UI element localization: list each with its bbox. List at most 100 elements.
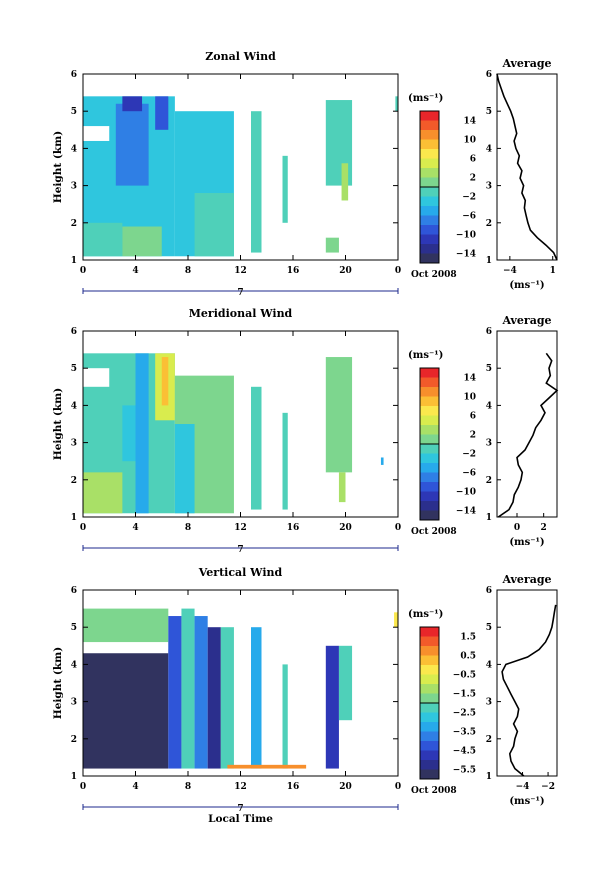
- colorbar-tick-label: −1.5: [453, 690, 476, 700]
- heatmap-cell: [338, 645, 353, 721]
- y-tick-label: 5: [71, 364, 77, 374]
- y-tick-label: 1: [71, 772, 77, 782]
- colorbar-swatch: [420, 501, 439, 511]
- colorbar-swatch: [420, 760, 439, 770]
- profile-line: [501, 604, 557, 777]
- x-tick-label: 20: [339, 266, 352, 276]
- colorbar-swatch: [420, 703, 439, 713]
- colorbar-tick-label: 1.5: [460, 633, 476, 643]
- heatmap-cell: [251, 386, 262, 510]
- y-tick-label: 6: [71, 586, 77, 596]
- colorbar-tick-label: 2: [470, 431, 476, 441]
- y-tick-label: 1: [71, 513, 77, 523]
- y-tick-label: 2: [71, 735, 77, 745]
- colorbar-unit: (ms⁻¹): [408, 93, 443, 104]
- heatmap: [83, 353, 384, 514]
- profile-line: [496, 73, 558, 261]
- x-tick-label: 0: [80, 266, 86, 276]
- colorbar-tick-label: −5.5: [453, 766, 476, 776]
- heatmap-cell: [83, 649, 169, 769]
- colorbar-tick-label: −10: [456, 231, 476, 241]
- heatmap-cell: [227, 764, 307, 769]
- profile-x-tick-label: 1: [550, 266, 556, 276]
- x-tick-label: 16: [287, 782, 300, 792]
- x-tick-label: 20: [339, 782, 352, 792]
- colorbar-swatch: [420, 120, 439, 131]
- colorbar-swatch: [420, 482, 439, 492]
- month-label: Oct 2008: [411, 527, 457, 537]
- colorbar-swatch: [420, 425, 439, 435]
- x-tick-label: 8: [185, 266, 191, 276]
- colorbar-swatch: [420, 674, 439, 685]
- profile-frame: [496, 330, 558, 518]
- colorbar-swatch: [420, 510, 439, 521]
- x-tick-label: 16: [287, 266, 300, 276]
- heatmap-cell: [161, 357, 169, 406]
- colorbar-swatch: [420, 731, 439, 742]
- heatmap-cell: [168, 616, 182, 769]
- y-tick-label: 6: [71, 327, 77, 337]
- colorbar-swatch: [420, 196, 439, 207]
- colorbar-swatch: [420, 712, 439, 723]
- heatmap-cell: [83, 472, 123, 514]
- heatmap-cell: [394, 612, 398, 628]
- profile-y-tick-label: 2: [486, 735, 492, 745]
- colorbar-swatch: [420, 415, 439, 426]
- x-tick-label: 8: [185, 523, 191, 533]
- x-tick-label: 4: [132, 782, 138, 792]
- profile-y-tick-label: 1: [486, 513, 492, 523]
- heatmap-cell: [83, 368, 110, 387]
- heatmap-cell: [83, 222, 123, 257]
- heatmap-cell: [325, 645, 339, 769]
- colorbar-unit: (ms⁻¹): [408, 350, 443, 361]
- heatmap: [83, 96, 398, 257]
- colorbar-swatch: [420, 206, 439, 216]
- profile-title: Average: [501, 573, 551, 586]
- heatmap-cell: [207, 627, 221, 769]
- colorbar-swatch: [420, 463, 439, 473]
- colorbar-swatch: [420, 750, 439, 761]
- colorbar-tick-label: −4.5: [453, 747, 476, 757]
- profile-frame: [496, 589, 558, 777]
- heatmap-cell: [395, 96, 398, 112]
- colorbar-tick-label: −14: [456, 250, 476, 260]
- month-label: Oct 2008: [411, 786, 457, 796]
- heatmap-cell: [282, 412, 288, 510]
- profile-y-tick-label: 1: [486, 256, 492, 266]
- x-tick-label: 0: [80, 782, 86, 792]
- heatmap-cell: [122, 226, 162, 257]
- colorbar-swatch: [420, 665, 439, 675]
- x-tick-label: 0: [395, 266, 401, 276]
- y-tick-label: 5: [71, 623, 77, 633]
- x-tick-label: 0: [80, 523, 86, 533]
- heatmap-cell: [325, 237, 339, 253]
- heatmap: [83, 608, 398, 769]
- colorbar-swatch: [420, 434, 439, 445]
- colorbar-swatch: [420, 741, 439, 751]
- y-tick-label: 3: [71, 698, 77, 708]
- colorbar-tick-label: −6: [462, 469, 476, 479]
- colorbar-tick-label: 14: [463, 374, 476, 384]
- colorbar-tick-label: 6: [470, 155, 476, 165]
- profile-x-tick-label: −4: [503, 266, 517, 276]
- profile-y-tick-label: 1: [486, 772, 492, 782]
- profile-y-tick-label: 5: [486, 623, 492, 633]
- day-label: 7: [237, 804, 243, 814]
- colorbar-tick-label: −0.5: [453, 671, 476, 681]
- heatmap-cell: [380, 457, 384, 465]
- colorbar-swatch: [420, 406, 439, 416]
- colorbar-tick-label: −2.5: [453, 709, 476, 719]
- profile-y-tick-label: 5: [486, 107, 492, 117]
- profile-y-tick-label: 6: [486, 586, 492, 596]
- y-tick-label: 3: [71, 439, 77, 449]
- heatmap-cell: [115, 103, 149, 186]
- heatmap-cell: [83, 126, 110, 141]
- colorbar-swatch: [420, 158, 439, 169]
- panel-title: Zonal Wind: [205, 50, 276, 63]
- profile-y-tick-label: 4: [486, 401, 492, 411]
- y-tick-label: 6: [71, 70, 77, 80]
- colorbar-swatch: [420, 111, 439, 121]
- y-tick-label: 4: [71, 660, 77, 670]
